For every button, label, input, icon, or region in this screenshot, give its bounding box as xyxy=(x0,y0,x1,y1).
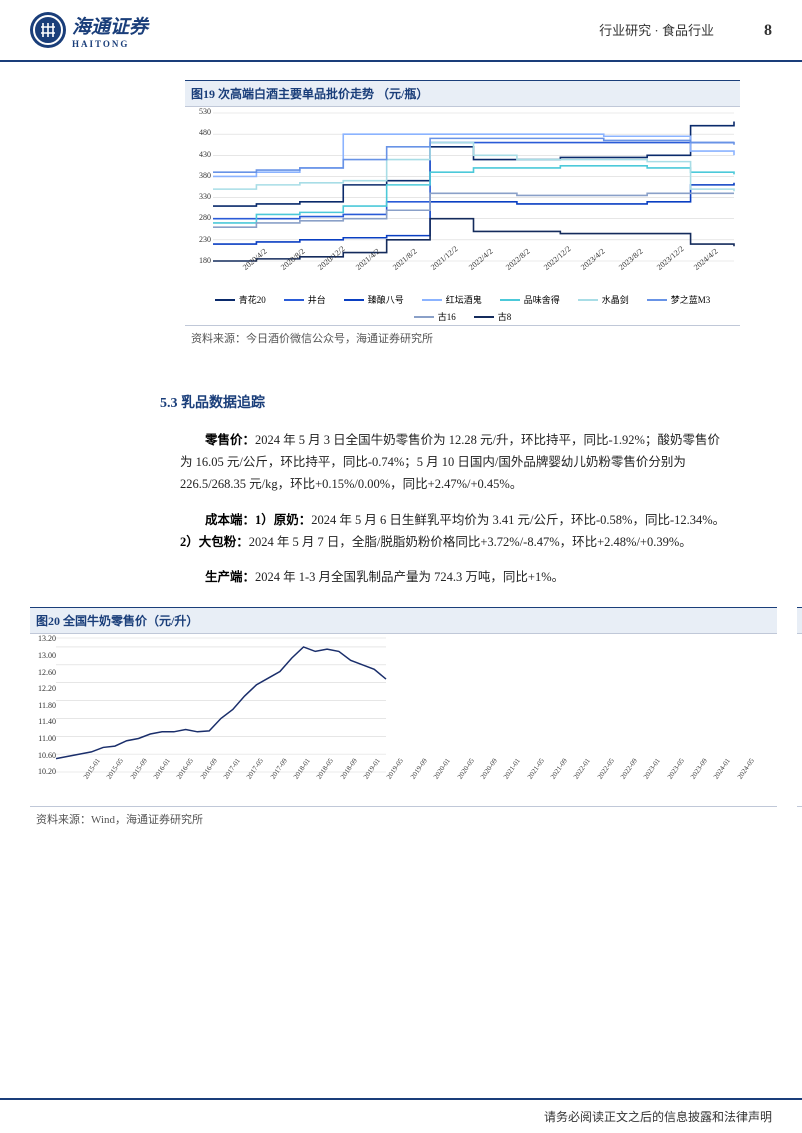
figure-20-chart: 13.2013.0012.6012.2011.8011.4011.0010.60… xyxy=(30,634,777,806)
page-header: 海通证券 HAITONG 行业研究 · 食品行业 8 xyxy=(0,0,802,62)
logo-text-cn: 海通证券 xyxy=(72,12,148,39)
figure-20-xaxis: 2015-012015-052015-092016-012016-052016-… xyxy=(56,776,777,806)
legend-item: 古8 xyxy=(474,310,512,323)
figure-21-title: 图21 全国酸奶零售价（元/公斤） xyxy=(797,607,802,634)
logo-icon xyxy=(30,12,66,48)
figure-20-yaxis: 13.2013.0012.6012.2011.8011.4011.0010.60… xyxy=(32,634,56,776)
para-label-powder: 2）大包粉： xyxy=(180,535,249,549)
breadcrumb: 行业研究 · 食品行业 xyxy=(599,20,714,39)
logo-block: 海通证券 HAITONG xyxy=(30,12,148,49)
para-label-retail: 零售价： xyxy=(205,433,255,447)
para-label-rawmilk: 1）原奶： xyxy=(255,513,311,527)
figure-19-yaxis: 530480430380330280230180 xyxy=(187,107,211,265)
section-heading: 5.3 乳品数据追踪 xyxy=(160,392,772,412)
figure-20-block: 图20 全国牛奶零售价（元/升） 13.2013.0012.6012.2011.… xyxy=(30,607,777,831)
footer-disclaimer: 请务必阅读正文之后的信息披露和法律声明 xyxy=(544,1110,772,1124)
legend-item: 品味舍得 xyxy=(500,293,560,306)
figure-21-block: 图21 全国酸奶零售价（元/公斤） 16.9016.6516.4015.9015… xyxy=(797,607,802,831)
figure-19-chart: 530480430380330280230180 2020/4/22020/8/… xyxy=(185,107,740,287)
figure-19-legend: 青花20 井台 臻酿八号 红坛酒鬼 品味舍得 水晶剑 梦之蓝M3 古16 古8 xyxy=(185,287,740,325)
paragraph-retail: 零售价：2024 年 5 月 3 日全国牛奶零售价为 12.28 元/升，环比持… xyxy=(180,430,727,496)
legend-item: 青花20 xyxy=(215,293,266,306)
legend-item: 古16 xyxy=(414,310,456,323)
para-text-rawmilk: 2024 年 5 月 6 日生鲜乳平均价为 3.41 元/公斤，环比-0.58%… xyxy=(311,513,725,527)
para-text-retail: 2024 年 5 月 3 日全国牛奶零售价为 12.28 元/升，环比持平，同比… xyxy=(180,433,720,491)
legend-item: 臻酿八号 xyxy=(344,293,404,306)
para-label-production: 生产端： xyxy=(205,570,255,584)
para-label-cost: 成本端： xyxy=(205,513,255,527)
figure-20-source: 资料来源：Wind，海通证券研究所 xyxy=(30,806,777,831)
two-column-figures: 图20 全国牛奶零售价（元/升） 13.2013.0012.6012.2011.… xyxy=(30,607,772,831)
page-number: 8 xyxy=(764,22,772,40)
para-text-powder: 2024 年 5 月 7 日，全脂/脱脂奶粉价格同比+3.72%/-8.47%，… xyxy=(249,535,692,549)
figure-21-source: 资料来源：Wind，海通证券研究所 xyxy=(797,806,802,831)
para-text-production: 2024 年 1-3 月全国乳制品产量为 724.3 万吨，同比+1%。 xyxy=(255,570,564,584)
legend-item: 红坛酒鬼 xyxy=(422,293,482,306)
legend-item: 梦之蓝M3 xyxy=(647,293,711,306)
figure-19-title: 图19 次高端白酒主要单品批价走势 （元/瓶） xyxy=(185,80,740,107)
legend-item: 水晶剑 xyxy=(578,293,629,306)
page-footer: 请务必阅读正文之后的信息披露和法律声明 xyxy=(0,1098,802,1133)
logo-text-en: HAITONG xyxy=(72,39,148,49)
figure-20-title: 图20 全国牛奶零售价（元/升） xyxy=(30,607,777,634)
paragraph-production: 生产端：2024 年 1-3 月全国乳制品产量为 724.3 万吨，同比+1%。 xyxy=(180,567,727,589)
figure-21-chart: 16.9016.6516.4015.9015.4014.9014.4013.90… xyxy=(797,634,802,806)
figure-19-xaxis: 2020/4/22020/8/22020/12/22021/4/22021/8/… xyxy=(213,265,740,287)
legend-item: 井台 xyxy=(284,293,326,306)
figure-19-block: 图19 次高端白酒主要单品批价走势 （元/瓶） 5304804303803302… xyxy=(185,80,740,350)
figure-19-source: 资料来源：今日酒价微信公众号，海通证券研究所 xyxy=(185,325,740,350)
paragraph-cost: 成本端：1）原奶：2024 年 5 月 6 日生鲜乳平均价为 3.41 元/公斤… xyxy=(180,510,727,554)
